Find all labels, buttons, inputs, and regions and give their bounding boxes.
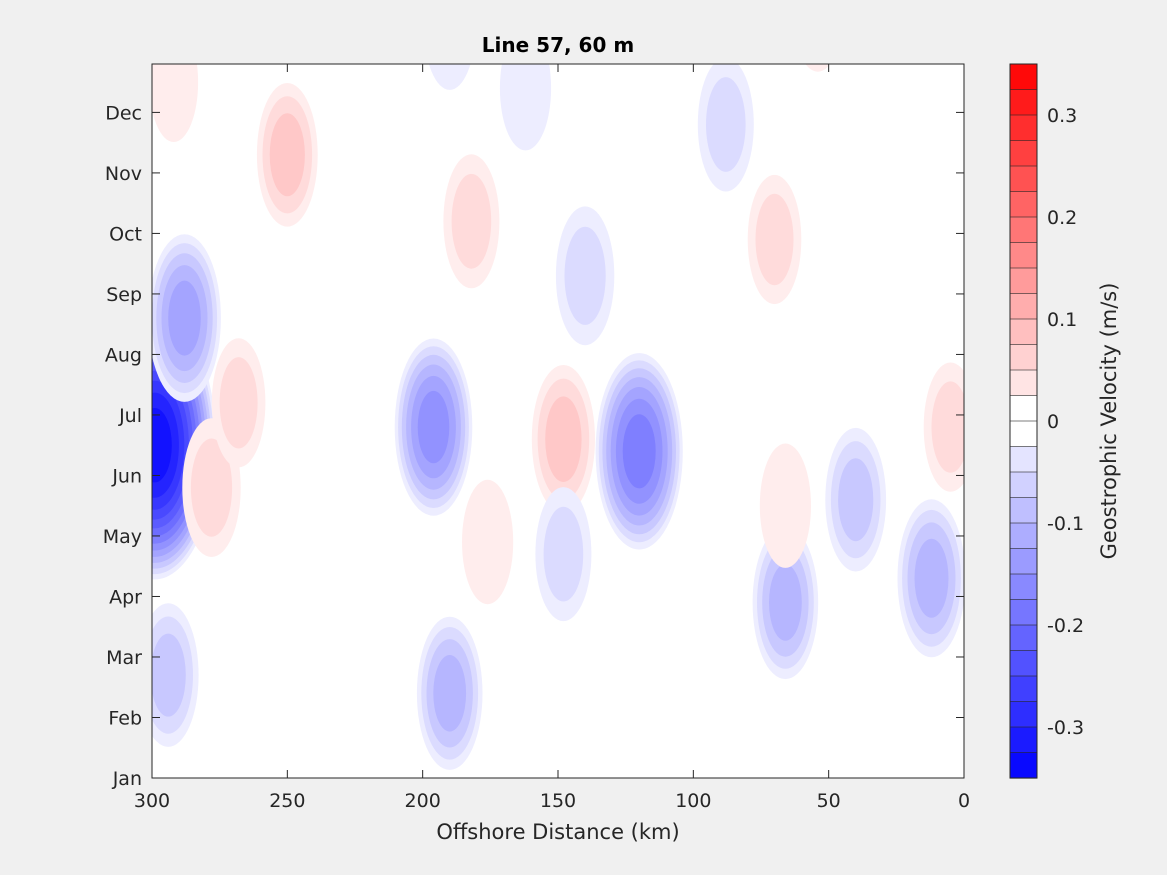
colorbar-segment: [1009, 446, 1038, 473]
y-tick-label: Jul: [118, 405, 142, 427]
y-tick-label: Aug: [105, 344, 142, 366]
x-tick-label: 250: [269, 790, 305, 812]
x-tick-label: 100: [675, 790, 711, 812]
x-tick-label: 50: [817, 790, 841, 812]
contour-band: [805, 64, 831, 72]
colorbar-frame: [1009, 63, 1038, 779]
y-tick-label: Feb: [108, 707, 142, 729]
contour-band: [152, 633, 186, 717]
colorbar-segment: [1009, 63, 1038, 91]
contour-band: [462, 479, 514, 605]
y-tick-label: Dec: [105, 102, 142, 124]
contour-band: [417, 390, 450, 464]
colorbar-segment: [1009, 114, 1038, 142]
y-tick-label: Nov: [105, 163, 142, 185]
colorbar-segment: [1009, 318, 1038, 346]
x-tick-label: 0: [958, 790, 970, 812]
contour-band: [931, 381, 964, 473]
contour-band: [433, 655, 467, 732]
colorbar-segment: [1009, 216, 1038, 244]
contour-band: [428, 64, 471, 90]
colorbar-segment: [1009, 548, 1038, 575]
contour-band: [543, 506, 584, 602]
contour-band: [269, 113, 305, 197]
contour-layer: [152, 64, 964, 770]
contour-band: [190, 438, 233, 537]
contour-band: [706, 77, 746, 172]
colorbar-tick-label: -0.3: [1047, 717, 1084, 739]
contour-band: [769, 564, 802, 641]
colorbar-segment: [1009, 395, 1038, 422]
x-tick-label: 300: [134, 790, 170, 812]
contour-band: [219, 357, 258, 449]
y-tick-label: Mar: [106, 647, 142, 669]
colorbar-segment: [1009, 675, 1038, 703]
colorbar-segment: [1009, 293, 1038, 320]
y-tick-label: Jun: [111, 465, 142, 487]
contour-band: [759, 443, 812, 568]
colorbar-segment: [1009, 420, 1038, 448]
x-axis: 300 250 200 150 100 50 0: [134, 64, 970, 812]
y-tick-label: Sep: [106, 284, 142, 306]
contour-band: [622, 414, 656, 489]
colorbar-segment: [1009, 242, 1038, 269]
x-axis-label: Offshore Distance (km): [436, 820, 679, 844]
contour-band: [755, 193, 794, 286]
chart-title: Line 57, 60 m: [482, 33, 634, 57]
x-tick-label: 200: [405, 790, 441, 812]
colorbar-segment: [1009, 267, 1038, 295]
y-tick-label: Apr: [109, 586, 142, 608]
colorbar-label: Geostrophic Velocity (m/s): [1097, 283, 1121, 560]
colorbar-tick-label: -0.1: [1047, 513, 1084, 535]
colorbar-segment: [1009, 701, 1038, 728]
colorbar-segment: [1009, 497, 1038, 524]
colorbar-segment: [1009, 471, 1038, 499]
colorbar-segment: [1009, 650, 1038, 677]
colorbar-tick-label: 0.1: [1047, 309, 1077, 331]
contour-band: [152, 64, 199, 142]
contour-band: [838, 458, 874, 542]
colorbar-segment: [1009, 191, 1038, 218]
x-tick-label: 150: [540, 790, 576, 812]
y-tick-label: May: [103, 526, 142, 548]
colorbar-segment: [1009, 522, 1038, 550]
contour-band: [564, 226, 606, 325]
colorbar-tick-label: 0.3: [1047, 105, 1077, 127]
contour-band: [168, 280, 201, 356]
colorbar-segment: [1009, 726, 1038, 754]
colorbar-segment: [1009, 752, 1038, 779]
contour-band: [545, 396, 582, 483]
contour-band: [451, 173, 492, 269]
contour-band: [499, 64, 552, 151]
colorbar: -0.3 -0.2 -0.1 0 0.1 0.2 0.3: [1009, 63, 1084, 779]
y-tick-label: Oct: [109, 223, 142, 245]
colorbar-tick-label: 0.2: [1047, 207, 1077, 229]
colorbar-tick-label: 0: [1047, 411, 1059, 433]
y-tick-label: Jan: [112, 768, 142, 790]
colorbar-segment: [1009, 599, 1038, 626]
contour-band: [152, 408, 172, 483]
colorbar-tick-label: -0.2: [1047, 615, 1084, 637]
colorbar-segment: [1009, 165, 1038, 193]
y-axis: Jan Feb Mar Apr May Jun Jul Aug Sep Oct Nov Dec: [103, 102, 964, 790]
colorbar-segment: [1009, 89, 1038, 116]
colorbar-segment: [1009, 624, 1038, 652]
colorbar-segment: [1009, 369, 1038, 397]
contour-band: [914, 538, 949, 618]
colorbar-segment: [1009, 344, 1038, 371]
colorbar-segment: [1009, 140, 1038, 167]
colorbar-segment: [1009, 573, 1038, 601]
